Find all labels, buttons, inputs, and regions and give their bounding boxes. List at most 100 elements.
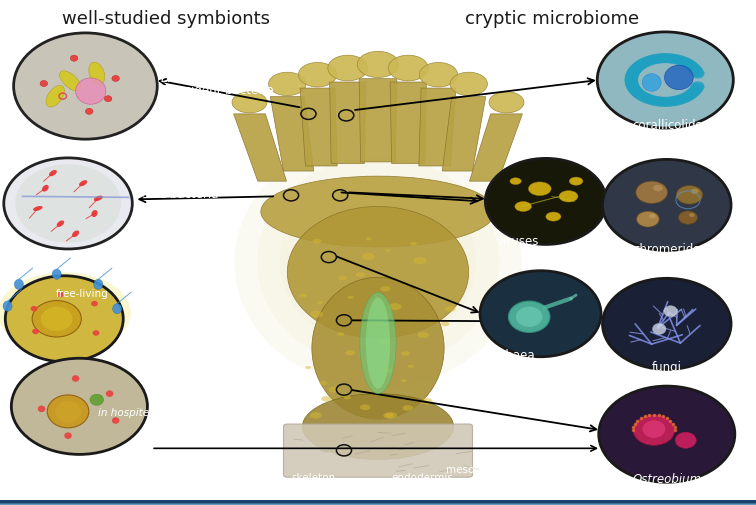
Ellipse shape — [625, 71, 639, 81]
Bar — [0, 501, 756, 504]
Ellipse shape — [627, 85, 641, 95]
Ellipse shape — [640, 94, 654, 105]
Bar — [0, 502, 756, 504]
Ellipse shape — [683, 91, 696, 101]
Ellipse shape — [91, 301, 98, 307]
Bar — [0, 502, 756, 504]
Ellipse shape — [94, 196, 103, 201]
Ellipse shape — [104, 96, 112, 103]
Ellipse shape — [32, 301, 81, 337]
Bar — [0, 501, 756, 504]
Bar — [0, 501, 756, 503]
Ellipse shape — [5, 276, 123, 362]
Ellipse shape — [508, 301, 550, 333]
Bar — [0, 500, 756, 503]
Ellipse shape — [33, 207, 42, 212]
Ellipse shape — [665, 55, 679, 65]
Bar — [0, 502, 756, 505]
Ellipse shape — [360, 293, 396, 394]
Bar — [0, 500, 756, 503]
Ellipse shape — [338, 276, 347, 281]
Bar — [0, 502, 756, 505]
Bar — [0, 501, 756, 503]
Bar — [0, 501, 756, 504]
Bar — [0, 501, 756, 503]
Ellipse shape — [676, 186, 703, 205]
Ellipse shape — [672, 96, 686, 106]
Polygon shape — [300, 89, 337, 167]
Bar — [0, 500, 756, 503]
Bar — [0, 501, 756, 503]
Ellipse shape — [689, 86, 702, 96]
Ellipse shape — [629, 87, 643, 97]
Bar — [0, 502, 756, 505]
Bar — [0, 500, 756, 502]
Bar — [0, 501, 756, 503]
Bar — [0, 500, 756, 503]
Bar — [0, 500, 756, 502]
Ellipse shape — [32, 329, 39, 334]
Bar — [0, 501, 756, 503]
Ellipse shape — [318, 301, 324, 305]
Bar — [0, 501, 756, 504]
Bar — [0, 500, 756, 502]
Polygon shape — [234, 115, 287, 182]
Bar — [0, 501, 756, 503]
Ellipse shape — [268, 73, 306, 96]
Bar — [0, 501, 756, 503]
Ellipse shape — [312, 239, 321, 244]
Bar — [0, 500, 756, 503]
Bar — [0, 501, 756, 504]
Ellipse shape — [88, 63, 105, 85]
Ellipse shape — [411, 242, 417, 246]
Bar — [0, 501, 756, 504]
Bar — [0, 500, 756, 503]
Bar — [0, 500, 756, 502]
Ellipse shape — [42, 185, 48, 192]
Text: in hospite: in hospite — [98, 407, 150, 417]
Bar — [0, 500, 756, 503]
Bar — [0, 500, 756, 502]
Bar — [0, 502, 756, 504]
Ellipse shape — [675, 57, 689, 67]
Bar — [0, 501, 756, 504]
Ellipse shape — [380, 286, 390, 292]
Bar — [0, 502, 756, 504]
Bar — [0, 501, 756, 503]
Ellipse shape — [356, 273, 365, 278]
Ellipse shape — [680, 92, 694, 103]
Bar — [0, 500, 756, 503]
Bar — [0, 501, 756, 504]
Ellipse shape — [685, 89, 699, 99]
Ellipse shape — [310, 311, 323, 318]
Bar — [0, 500, 756, 502]
Ellipse shape — [664, 306, 677, 317]
Bar — [0, 501, 756, 504]
Bar — [0, 500, 756, 503]
Bar — [0, 502, 756, 504]
Ellipse shape — [646, 96, 660, 106]
Bar — [0, 501, 756, 504]
Ellipse shape — [305, 366, 311, 369]
Bar — [0, 500, 756, 503]
Bar — [0, 502, 756, 505]
Bar — [0, 501, 756, 504]
Ellipse shape — [389, 304, 401, 311]
Bar — [0, 501, 756, 504]
Ellipse shape — [642, 74, 661, 92]
Ellipse shape — [70, 56, 78, 62]
Bar — [0, 501, 756, 503]
Bar — [0, 502, 756, 505]
Bar — [0, 500, 756, 502]
Bar — [0, 502, 756, 505]
Ellipse shape — [690, 67, 704, 77]
Bar — [0, 501, 756, 503]
Bar — [0, 502, 756, 505]
Bar — [0, 500, 756, 502]
Ellipse shape — [686, 88, 700, 98]
Ellipse shape — [366, 298, 390, 389]
Bar — [0, 501, 756, 504]
Bar — [0, 502, 756, 504]
Ellipse shape — [72, 231, 79, 238]
Ellipse shape — [46, 86, 64, 108]
